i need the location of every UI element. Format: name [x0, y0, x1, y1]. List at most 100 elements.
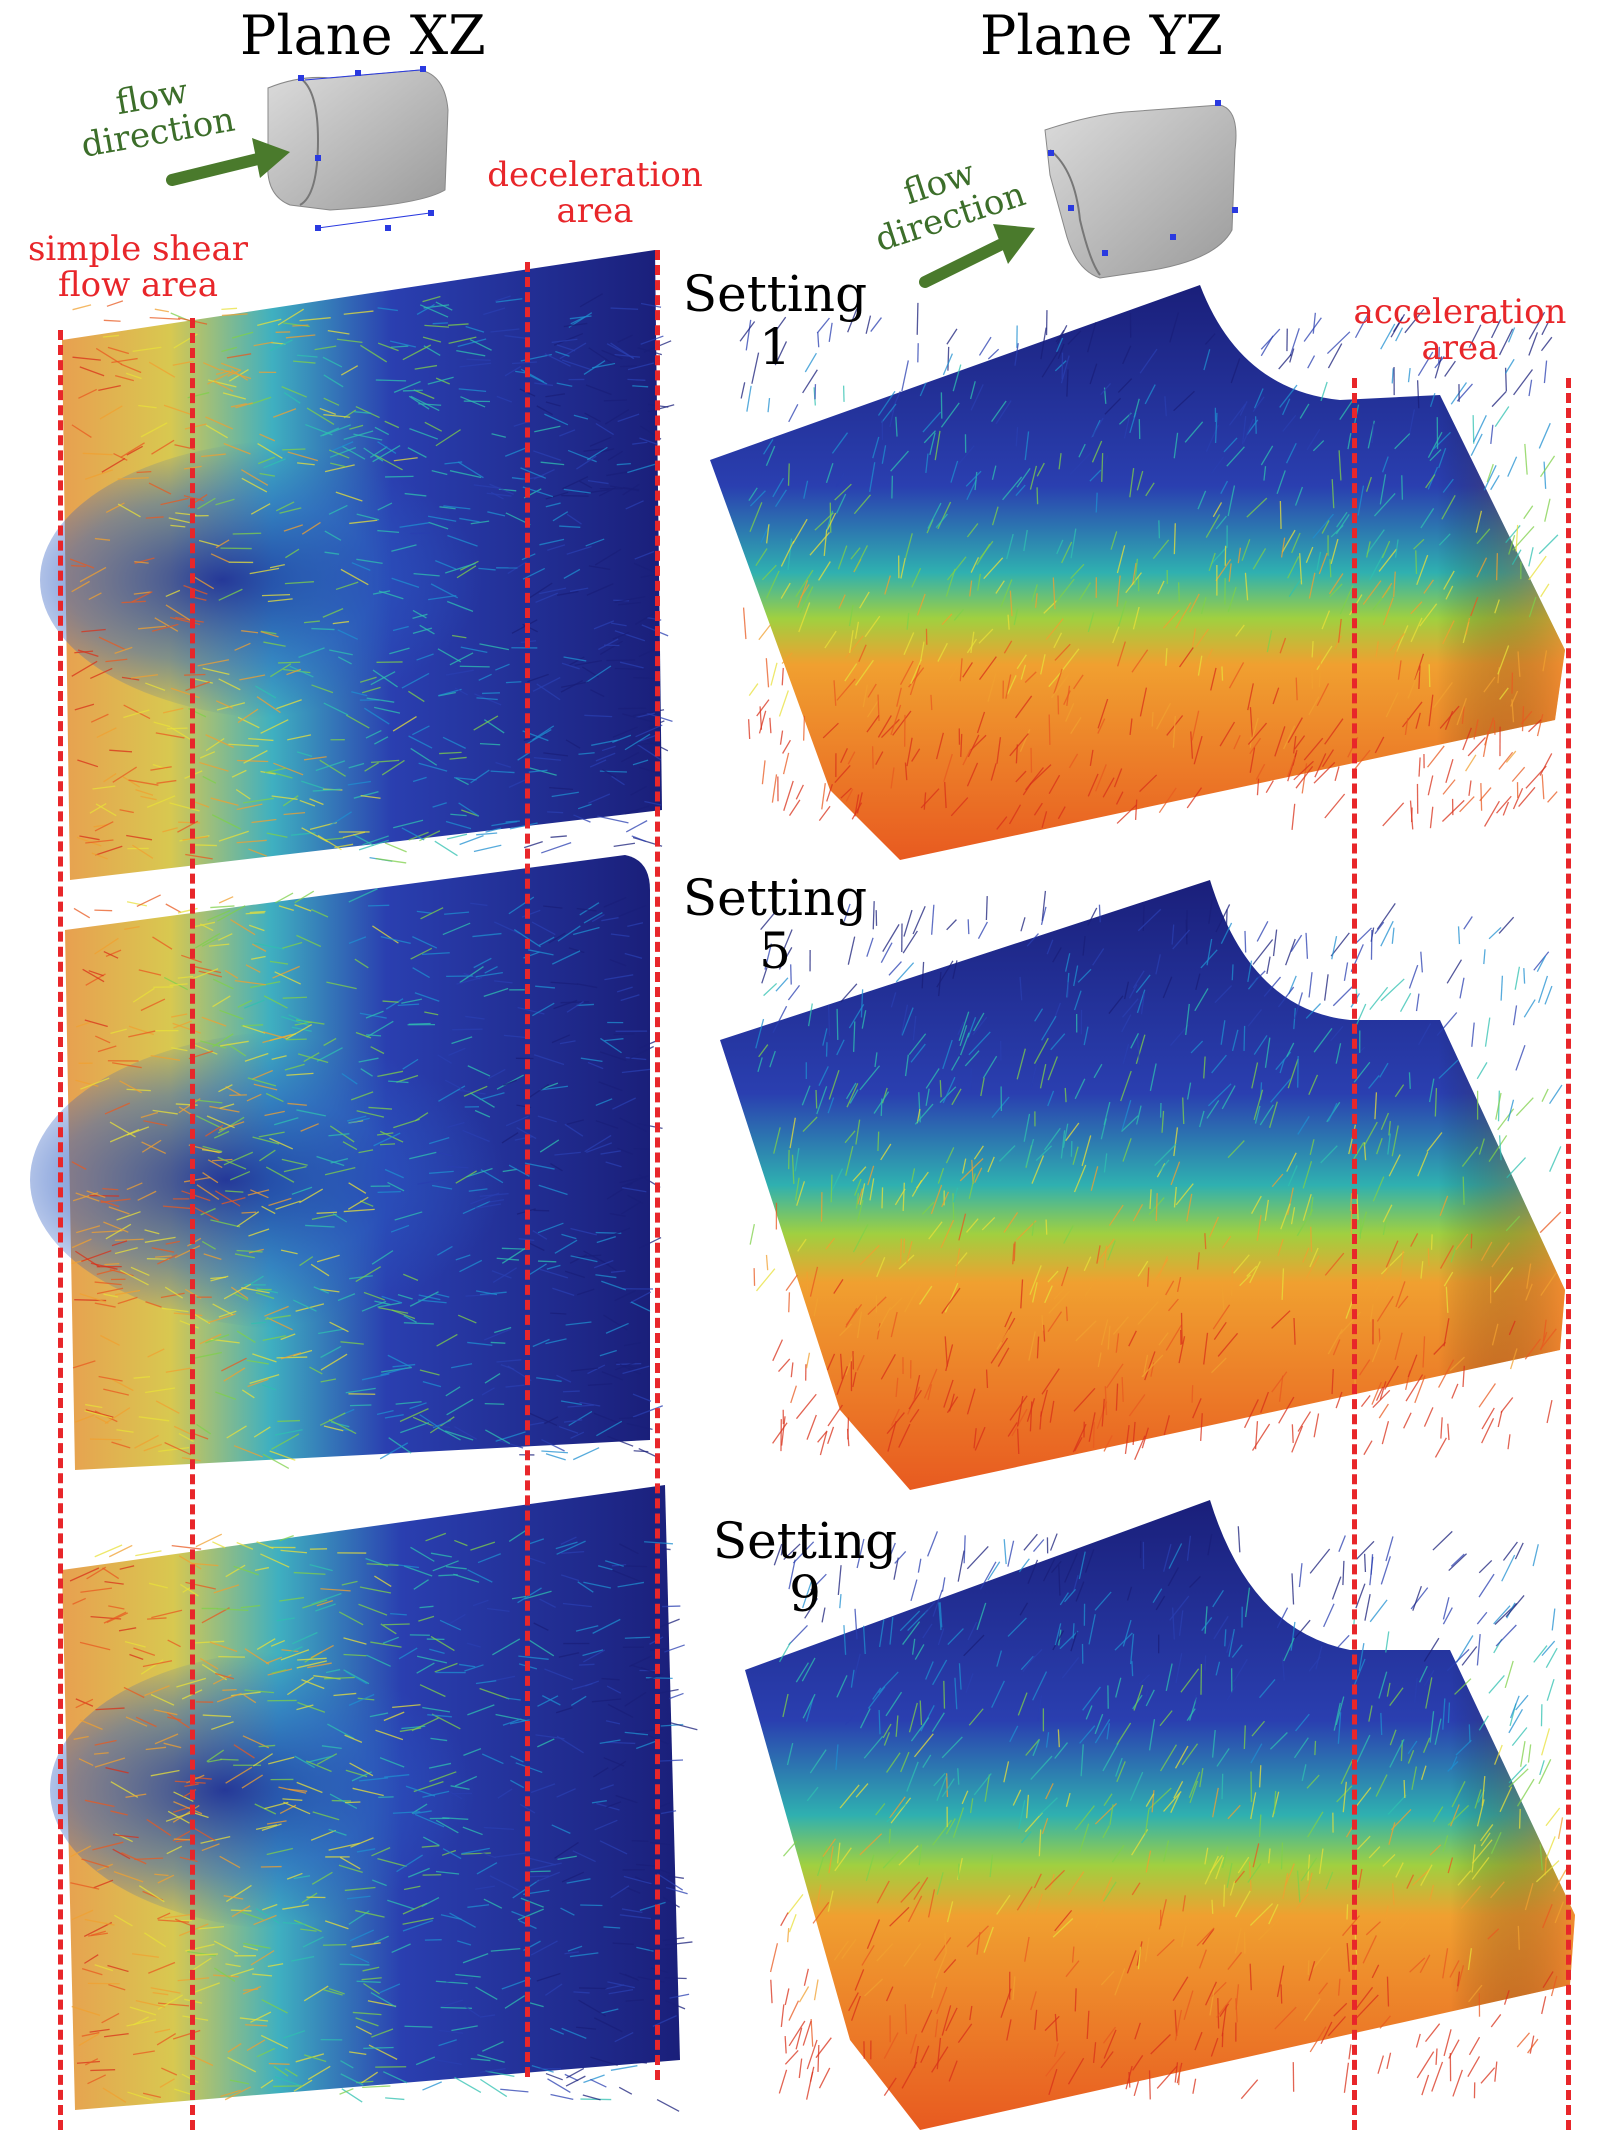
fiber-stroke [989, 1854, 994, 1878]
fiber-stroke [1058, 1565, 1061, 1596]
fiber-stroke [1277, 986, 1295, 1008]
fiber-stroke [586, 446, 608, 461]
fiber-stroke [348, 762, 365, 769]
fiber-stroke [576, 1288, 595, 1296]
fiber-stroke [1394, 1084, 1405, 1098]
fiber-stroke [1164, 396, 1167, 417]
fiber-stroke [595, 1120, 619, 1130]
fiber-stroke [1348, 2044, 1352, 2060]
fiber-stroke [1278, 353, 1292, 370]
fiber-stroke [1440, 1417, 1443, 1439]
fiber-stroke [469, 1092, 495, 1108]
fiber-stroke [140, 422, 168, 438]
fiber-stroke [1173, 1127, 1179, 1157]
fiber-stroke [1331, 1576, 1342, 1600]
fiber-stroke [168, 517, 190, 524]
fiber-stroke [465, 1015, 485, 1020]
fiber-stroke [1467, 1948, 1472, 1970]
fiber-stroke [1391, 1125, 1399, 1157]
fiber-stroke [599, 1840, 628, 1855]
fiber-stroke [845, 1145, 854, 1176]
fiber-stroke [635, 712, 655, 719]
fiber-stroke [1246, 1265, 1258, 1277]
fiber-stroke [1336, 511, 1348, 528]
fiber-stroke [1438, 346, 1440, 364]
fiber-stroke [958, 1663, 962, 1690]
fiber-stroke [1214, 412, 1218, 444]
fiber-stroke [1418, 757, 1421, 777]
fiber-stroke [1191, 628, 1197, 647]
fiber-stroke [1050, 1560, 1062, 1574]
fiber-stroke [604, 974, 634, 981]
fiber-stroke [475, 1680, 497, 1685]
fiber-stroke [781, 1416, 786, 1446]
setting-number: 1 [759, 317, 791, 376]
fiber-stroke [765, 658, 770, 688]
fiber-stroke [196, 1423, 212, 1435]
fiber-stroke [582, 1649, 604, 1657]
fiber-stroke [1115, 791, 1124, 805]
fiber-stroke [634, 611, 657, 625]
fiber-stroke [1545, 1836, 1556, 1861]
fiber-stroke [145, 516, 164, 519]
fiber-stroke [1497, 1108, 1515, 1131]
fiber-stroke [786, 1927, 790, 1943]
fiber-stroke [103, 950, 119, 959]
fiber-stroke [604, 1560, 624, 1567]
fiber-stroke [1201, 1616, 1213, 1632]
fiber-stroke [625, 1886, 641, 1894]
fiber-stroke [72, 1597, 86, 1605]
fiber-stroke [978, 628, 994, 644]
fiber-stroke [1045, 2051, 1066, 2077]
fiber-stroke [299, 1188, 324, 1204]
fiber-stroke [1047, 1056, 1058, 1081]
fiber-stroke [1527, 1744, 1532, 1763]
fiber-stroke [1438, 1359, 1455, 1388]
fiber-stroke [1541, 1728, 1551, 1756]
fiber-stroke [959, 1158, 984, 1182]
fiber-stroke [263, 458, 286, 469]
fiber-stroke [447, 1121, 465, 1128]
fiber-stroke [921, 1201, 935, 1215]
fiber-stroke [968, 1708, 984, 1726]
fiber-stroke [1231, 1644, 1243, 1658]
fiber-stroke [587, 479, 609, 485]
fiber-stroke [140, 1111, 159, 1119]
fiber-stroke [578, 1999, 606, 2017]
fiber-stroke [162, 827, 178, 833]
fiber-stroke [167, 1716, 182, 1721]
fiber-stroke [193, 1640, 225, 1644]
fiber-stroke [444, 1079, 466, 1092]
fiber-stroke [1013, 1241, 1016, 1262]
fiber-stroke [1313, 761, 1336, 784]
fiber-stroke [570, 1431, 585, 1439]
fiber-stroke [85, 2058, 99, 2066]
fiber-stroke [226, 1425, 247, 1439]
fiber-stroke [1268, 1904, 1279, 1925]
fiber-stroke [1397, 1295, 1409, 1309]
fiber-stroke [1455, 1739, 1472, 1756]
fiber-stroke [171, 1013, 188, 1018]
fiber-stroke [940, 1219, 955, 1249]
fiber-stroke [1144, 1351, 1156, 1381]
fiber-stroke [545, 1338, 567, 1345]
fiber-stroke [959, 658, 963, 682]
fiber-stroke [627, 922, 644, 927]
fiber-stroke [1045, 1219, 1048, 1235]
fiber-stroke [1254, 1105, 1261, 1124]
fiber-stroke [1318, 655, 1322, 688]
fiber-stroke [274, 1429, 303, 1436]
fiber-stroke [104, 1263, 120, 1266]
fiber-stroke [370, 1641, 402, 1648]
fiber-stroke [612, 631, 630, 640]
fiber-stroke [305, 423, 333, 436]
fiber-stroke [399, 1408, 429, 1423]
fiber-stroke [668, 1875, 684, 1879]
fiber-stroke [1246, 497, 1268, 518]
fiber-stroke [1228, 662, 1245, 689]
fiber-stroke [328, 1842, 360, 1851]
fiber-stroke [323, 1989, 343, 1996]
fiber-stroke [389, 340, 417, 348]
fiber-stroke [1019, 1602, 1029, 1616]
fiber-stroke [190, 1098, 223, 1104]
